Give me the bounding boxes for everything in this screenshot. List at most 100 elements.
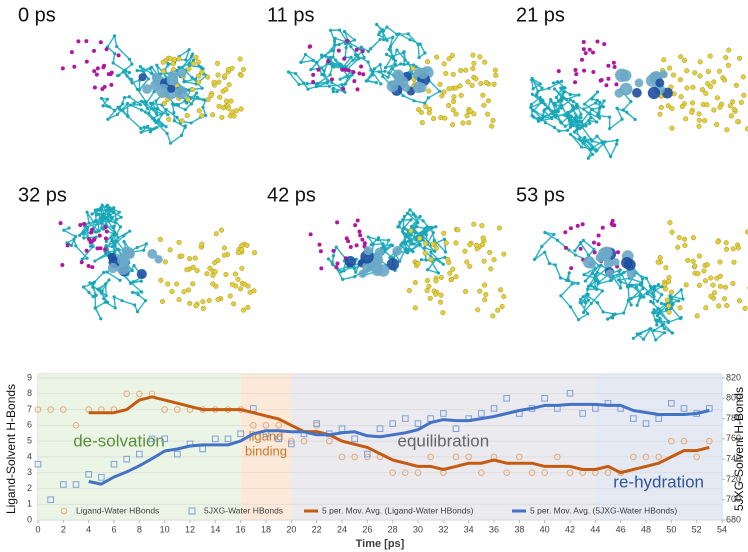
water: [423, 240, 429, 246]
atom: [655, 323, 659, 327]
water: [176, 297, 182, 303]
water: [439, 93, 445, 99]
water: [210, 281, 216, 287]
atom: [595, 287, 599, 291]
atom: [100, 289, 104, 293]
water: [161, 100, 167, 106]
water: [206, 297, 212, 304]
atom: [532, 115, 536, 119]
atom: [85, 210, 89, 214]
water: [697, 59, 703, 65]
atom: [559, 97, 563, 102]
atom: [411, 212, 416, 216]
atom: [342, 269, 346, 273]
data-point: [288, 440, 295, 448]
y2-tick-label: 740: [726, 454, 741, 464]
atom: [428, 226, 432, 230]
water: [187, 300, 193, 306]
atom: [648, 327, 652, 331]
water: [744, 126, 748, 132]
water: [681, 57, 688, 63]
ion: [362, 241, 367, 246]
atom: [590, 107, 594, 112]
atom: [416, 42, 420, 47]
atom: [543, 102, 547, 106]
ion: [580, 222, 585, 227]
atom: [405, 211, 409, 215]
atom: [652, 288, 657, 292]
atom: [429, 250, 433, 254]
ion: [591, 240, 596, 245]
atom: [409, 238, 413, 242]
x-tick-label: 42: [565, 524, 575, 534]
x-axis-title: Time [ps]: [356, 538, 405, 550]
atom: [635, 332, 639, 336]
atom: [114, 217, 119, 222]
ligand-atom: [417, 68, 429, 80]
water: [438, 274, 444, 280]
atom: [350, 73, 354, 77]
atom: [93, 230, 97, 234]
water: [677, 77, 683, 83]
data-point: [300, 437, 308, 445]
atom: [615, 142, 619, 146]
water: [479, 242, 485, 248]
atom: [576, 318, 581, 322]
water: [187, 256, 193, 262]
ion: [103, 224, 108, 229]
data-point: [642, 420, 650, 427]
data-point: [60, 481, 67, 488]
atom: [651, 301, 655, 305]
atom: [377, 33, 381, 37]
water: [451, 94, 457, 100]
ion: [592, 250, 597, 255]
ligand-atom: [634, 78, 644, 88]
water: [222, 73, 228, 79]
molecule-panel: [58, 202, 258, 321]
atom: [411, 242, 415, 246]
atom: [401, 218, 405, 222]
water: [446, 86, 452, 92]
water: [231, 301, 237, 307]
atom: [152, 117, 156, 121]
atom: [600, 140, 604, 144]
water: [711, 107, 717, 113]
atom: [606, 317, 610, 321]
ion: [583, 51, 588, 56]
water: [231, 113, 237, 119]
data-point: [440, 410, 447, 417]
x-tick-label: 48: [641, 524, 651, 534]
water: [199, 69, 205, 75]
water: [683, 282, 689, 288]
atom: [339, 270, 343, 274]
atom: [578, 126, 582, 130]
molecule-panel: [532, 218, 748, 342]
water: [165, 281, 171, 287]
water: [665, 279, 672, 285]
atom: [559, 121, 564, 125]
water: [658, 104, 664, 111]
atom: [122, 95, 127, 100]
atom: [551, 81, 556, 85]
atom: [111, 207, 115, 211]
y2-tick-label: 720: [726, 474, 741, 484]
ion: [581, 40, 586, 45]
atom: [105, 251, 110, 255]
water: [437, 299, 444, 305]
atom: [143, 110, 147, 114]
water: [482, 282, 488, 288]
water: [204, 271, 210, 277]
atom: [644, 276, 648, 280]
atom: [408, 38, 412, 42]
atom: [159, 112, 164, 116]
atom: [125, 74, 129, 78]
atom: [542, 109, 546, 113]
water: [242, 281, 248, 287]
ion: [612, 65, 617, 70]
atom: [366, 49, 371, 53]
atom: [547, 261, 551, 266]
water: [226, 82, 232, 88]
water: [480, 235, 486, 241]
atom: [331, 87, 335, 91]
water: [724, 302, 730, 309]
